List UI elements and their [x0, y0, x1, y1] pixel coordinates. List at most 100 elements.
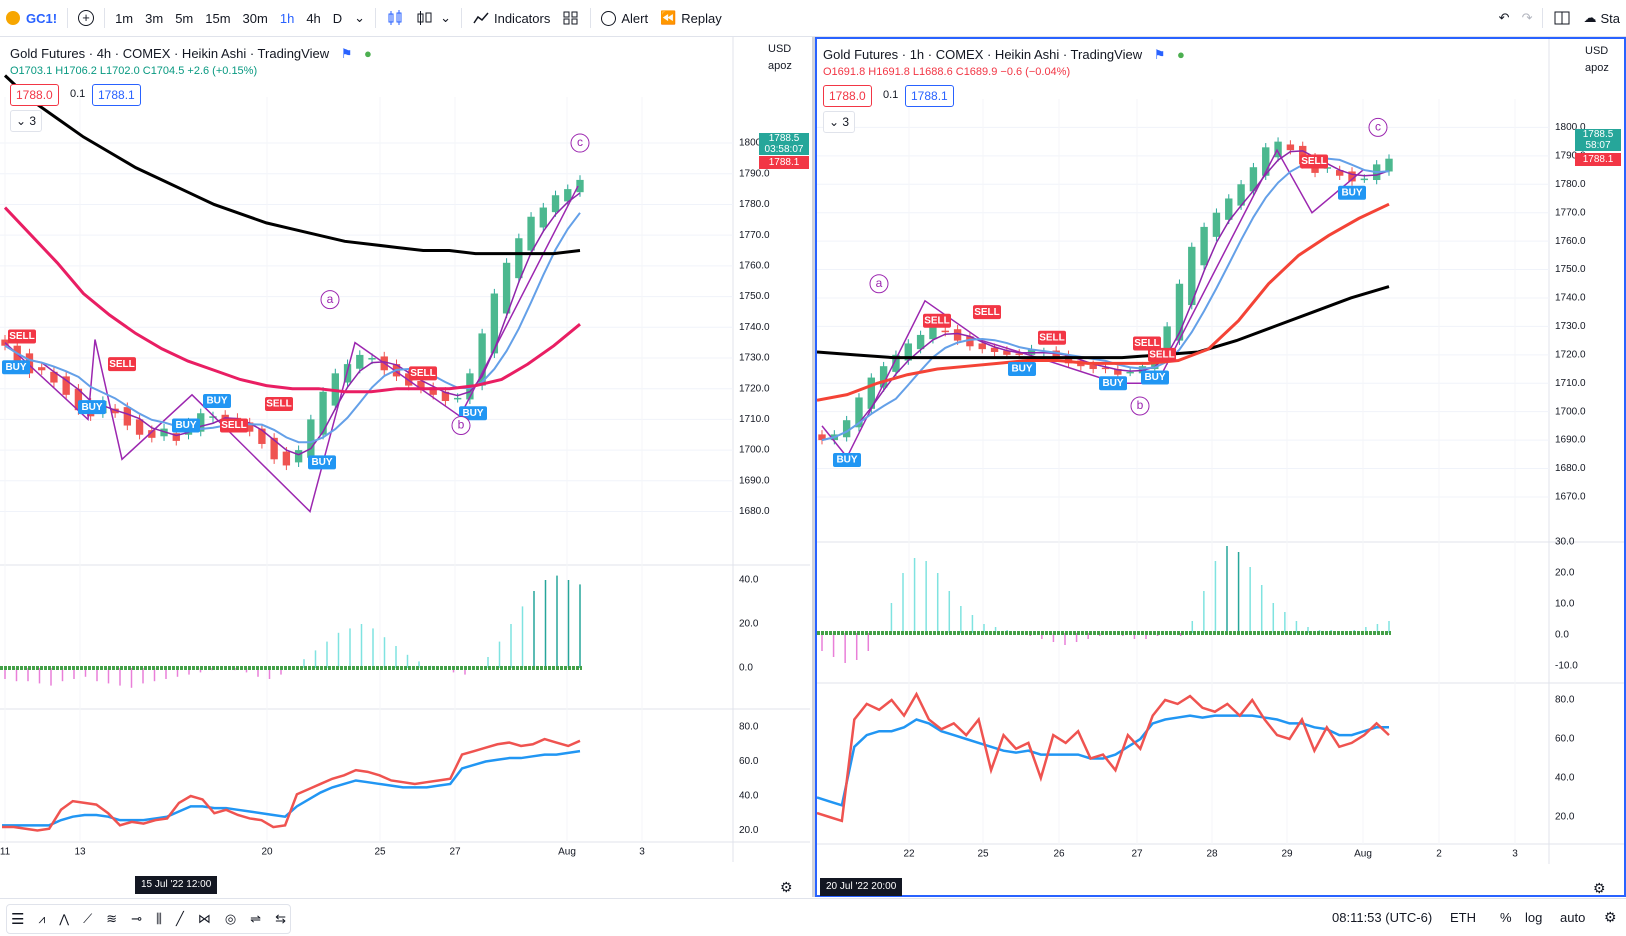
- ema-medium-line: [817, 202, 1390, 402]
- auto-toggle[interactable]: auto: [1560, 910, 1586, 925]
- rsi-tick-label: 80.0: [739, 722, 759, 733]
- ask-price-tag: 1788.1: [759, 156, 809, 169]
- chart-1h-canvas[interactable]: 1800.0 1790.0 1780.0 1770.0 1760.0 1750.0 1740…: [817, 39, 1624, 895]
- heikin-ashi-candle: [453, 397, 462, 400]
- layout-button[interactable]: [1547, 4, 1577, 32]
- date-tick-label: 2: [1436, 849, 1442, 860]
- date-range-icon[interactable]: ⇆: [275, 911, 286, 926]
- price-tick-label: 1740.0: [739, 322, 770, 333]
- timeframe-30m[interactable]: 30m: [242, 10, 268, 26]
- scale-mode-label[interactable]: apoz: [768, 60, 792, 72]
- pitchfork-icon[interactable]: ⫼: [156, 911, 162, 926]
- last-price: 1788.5: [768, 133, 800, 144]
- compare-button[interactable]: +: [72, 4, 100, 32]
- rsi-tick-label: 20.0: [739, 825, 759, 836]
- spiral-icon[interactable]: ◎: [224, 911, 237, 926]
- timeframe-1m[interactable]: 1m: [115, 10, 134, 26]
- sell-signal-badge: [1038, 330, 1066, 345]
- parallel-channel-icon[interactable]: ≋: [106, 911, 118, 926]
- scale-mode-label[interactable]: apoz: [1585, 62, 1609, 74]
- chart-pane-1h[interactable]: 1800.0 1790.0 1780.0 1770.0 1760.0 1750.0 1740…: [815, 37, 1626, 897]
- percent-toggle[interactable]: %: [1500, 910, 1512, 925]
- timeframe-d[interactable]: D: [332, 10, 343, 26]
- divider: [460, 8, 462, 28]
- bar-style-button[interactable]: ⌄: [410, 4, 457, 32]
- save-cloud-button[interactable]: ☁ Sta: [1577, 4, 1626, 32]
- trend-angle-icon[interactable]: ⟋: [83, 911, 93, 926]
- currency-label[interactable]: USD: [1585, 45, 1609, 57]
- abc-pattern-icon[interactable]: ⩘: [38, 911, 46, 926]
- heikin-ashi-candle: [966, 336, 974, 347]
- heikin-ashi-candle: [62, 376, 70, 395]
- menu-lines-icon[interactable]: ☰: [11, 911, 25, 928]
- symbol-search[interactable]: GC1!: [0, 4, 63, 32]
- heikin-ashi-candle: [258, 428, 266, 444]
- divider: [67, 8, 69, 28]
- pane-splitter[interactable]: [812, 37, 815, 897]
- rsi-tick-label: 40.0: [739, 791, 759, 802]
- alert-label: Alert: [621, 10, 649, 26]
- buy-signal-badge: [833, 452, 861, 467]
- timeframe-1h[interactable]: 1h: [279, 10, 295, 26]
- trend-line-icon[interactable]: ╱: [175, 911, 184, 926]
- clock-time[interactable]: 08:11:53 (UTC-6): [1332, 910, 1433, 925]
- heikin-ashi-candle: [1188, 246, 1196, 306]
- chevron-down-icon[interactable]: ⌄: [354, 10, 366, 25]
- alert-button[interactable]: Alert: [595, 4, 654, 32]
- horizontal-ray-icon[interactable]: ⊸: [131, 911, 142, 926]
- heikin-ashi-candle: [1015, 353, 1023, 355]
- gear-icon[interactable]: ⚙: [1604, 909, 1617, 925]
- date-tick-label: 11: [0, 847, 11, 858]
- date-tick-label: 3: [639, 847, 645, 858]
- layers-toggle[interactable]: ⌄ 3: [823, 111, 856, 133]
- zigzag-line: [4, 185, 579, 513]
- buy-signal-label: BUY: [836, 455, 857, 466]
- ask-price-tag: 1788.1: [1575, 153, 1621, 166]
- redo-button[interactable]: ↷: [1516, 4, 1539, 32]
- layers-count: 3: [29, 114, 37, 128]
- timeframe-15m[interactable]: 15m: [205, 10, 231, 26]
- heikin-ashi-candle: [1163, 326, 1171, 361]
- price-tick-label: 1700.0: [1555, 406, 1586, 417]
- replay-button[interactable]: ⏪ Replay: [654, 4, 728, 32]
- session-toggle[interactable]: ETH: [1450, 910, 1476, 925]
- divider: [1542, 8, 1544, 28]
- undo-button[interactable]: ↶: [1493, 4, 1516, 32]
- timeframe-3m[interactable]: 3m: [145, 10, 164, 26]
- sell-price-pill[interactable]: 1788.0: [10, 84, 59, 106]
- sell-signal-badge: [923, 313, 951, 328]
- heikin-ashi-candle: [246, 422, 254, 432]
- timeframe-4h[interactable]: 4h: [306, 10, 321, 26]
- templates-button[interactable]: [556, 4, 586, 32]
- heikin-ashi-candle: [417, 381, 425, 389]
- indicators-label: Indicators: [493, 10, 551, 26]
- elliott-wave-icon[interactable]: ⋀: [59, 912, 70, 926]
- ohlc-readout: O1691.8 H1691.8 L1688.6 C1689.9 −0.6 (−0…: [823, 66, 1070, 78]
- gear-icon[interactable]: ⚙: [1593, 880, 1606, 896]
- buy-signal-badge: [1141, 370, 1169, 385]
- buy-price-pill[interactable]: 1788.1: [92, 84, 141, 106]
- sell-price-pill[interactable]: 1788.0: [823, 85, 872, 107]
- xabcd-pattern-icon[interactable]: ⋈: [197, 911, 211, 926]
- buy-price-pill[interactable]: 1788.1: [905, 85, 954, 107]
- heikin-ashi-candle: [551, 195, 560, 213]
- heikin-ashi-candle: [270, 437, 278, 460]
- chart-pane-4h[interactable]: 1800.0 1790.0 1780.0 1770.0 1760.0 1750.0 1740…: [0, 37, 812, 897]
- sell-signal-label: SELL: [1301, 156, 1327, 167]
- gear-icon[interactable]: ⚙: [780, 879, 793, 895]
- log-toggle[interactable]: log: [1525, 910, 1543, 925]
- indicators-button[interactable]: Indicators: [466, 4, 556, 32]
- timeframe-5m[interactable]: 5m: [175, 10, 194, 26]
- heikin-ashi-candle: [478, 333, 486, 386]
- candles-type-button[interactable]: [380, 4, 410, 32]
- currency-label[interactable]: USD: [768, 43, 792, 55]
- heikin-ashi-candle: [1348, 171, 1356, 182]
- price-tick-label: 1680.0: [1555, 463, 1586, 474]
- layers-toggle[interactable]: ⌄ 3: [10, 110, 43, 132]
- long-position-icon[interactable]: ⇌: [250, 911, 262, 926]
- step-value: 0.1: [70, 88, 86, 100]
- date-tick-label: 27: [449, 847, 461, 858]
- heikin-ashi-candle: [1114, 369, 1122, 375]
- chart-4h-canvas[interactable]: 1800.0 1790.0 1780.0 1770.0 1760.0 1750.0 1740…: [0, 37, 812, 897]
- osc-tick-label: 20.0: [1555, 568, 1575, 579]
